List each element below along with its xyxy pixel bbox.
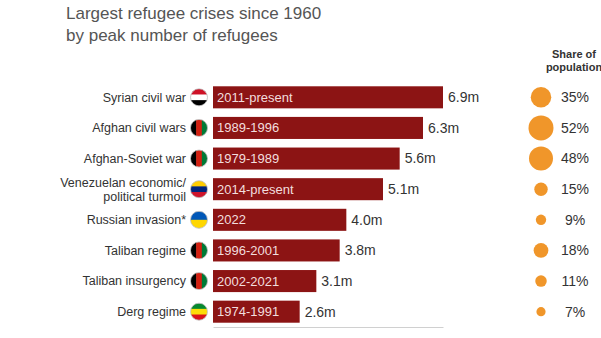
flag: [191, 181, 208, 199]
category-label: Derg regime: [117, 305, 186, 319]
bar: [213, 270, 316, 292]
flag-border: [191, 211, 208, 228]
flag: [191, 273, 209, 290]
period-label: 1989-1996: [217, 120, 279, 135]
share-circle: [534, 182, 547, 195]
value-label: 3.8m: [345, 242, 376, 258]
subtitle: by peak number of refugees: [66, 26, 278, 45]
flag-stripe: [191, 303, 208, 309]
bar: [213, 86, 443, 108]
category-label: Taliban regime: [105, 244, 186, 258]
share-circle: [534, 243, 549, 258]
x-axis-line: [214, 327, 444, 328]
flag: [191, 211, 208, 229]
share-circle: [529, 147, 553, 171]
share-label: 15%: [561, 181, 589, 197]
bar: [213, 117, 423, 139]
share-labels: 35% 52% 48% 15% 9% 18% 11% 7%: [561, 89, 589, 319]
category-label: Afghan-Soviet war: [84, 152, 186, 166]
value-label: 5.6m: [405, 150, 436, 166]
value-label: 3.1m: [321, 273, 352, 289]
flag-stripe: [191, 94, 208, 100]
flag-border: [191, 119, 208, 136]
flag-border: [191, 150, 208, 167]
category-label: Venezuelan economic/political turmoil: [60, 176, 186, 204]
category-label: Syrian civil war: [103, 91, 186, 105]
flag-stripe: [191, 181, 208, 187]
flag-stripe: [191, 273, 197, 290]
flag: [191, 89, 208, 107]
share-label: 7%: [565, 304, 585, 320]
bars: [213, 86, 443, 322]
flag: [191, 303, 208, 321]
bar: [213, 209, 346, 231]
flag-stripe: [191, 242, 197, 259]
category-labels: Syrian civil war Afghan civil wars Afghan-…: [60, 91, 187, 319]
flag-border: [191, 89, 208, 106]
share-label: 9%: [565, 212, 585, 228]
period-label: 2014-present: [217, 182, 294, 197]
share-label: 35%: [561, 89, 589, 105]
share-label: 11%: [562, 273, 589, 289]
chart-container: Largest refugee crises since 1960 by peak…: [0, 0, 601, 338]
share-circle: [535, 275, 546, 286]
flag-stripe: [191, 220, 208, 229]
flag: [191, 150, 209, 167]
flag: [191, 242, 209, 259]
value-label: 6.3m: [428, 120, 459, 136]
period-labels: 2011-present 1989-1996 1979-1989 2014-prese…: [217, 90, 294, 319]
bar: [213, 148, 400, 170]
bar: [213, 239, 340, 261]
value-label: 6.9m: [448, 89, 479, 105]
share-circle: [529, 115, 554, 140]
share-label: 48%: [561, 150, 589, 166]
flag-stripe: [191, 119, 197, 136]
period-label: 2002-2021: [217, 274, 279, 289]
bar: [213, 301, 300, 323]
period-label: 1974-1991: [217, 304, 279, 319]
flag-border: [191, 242, 208, 259]
flag-border: [191, 181, 208, 198]
chart-svg: Largest refugee crises since 1960 by peak…: [0, 0, 601, 338]
flags: [191, 89, 209, 321]
category-label: Afghan civil wars: [92, 121, 186, 135]
share-title: Share ofpopulation: [546, 48, 601, 73]
share-circle: [531, 87, 552, 108]
flag-stripe: [191, 211, 208, 220]
x-axis: [214, 327, 444, 328]
period-label: 1979-1989: [217, 151, 279, 166]
bar: [213, 178, 383, 200]
flag-stripe: [191, 309, 208, 315]
category-label: Taliban insurgency: [82, 274, 186, 288]
value-label: 2.6m: [305, 304, 336, 320]
value-label: 4.0m: [351, 212, 382, 228]
title: Largest refugee crises since 1960: [66, 4, 321, 23]
flag-stripe: [196, 273, 202, 290]
flag: [191, 119, 209, 136]
flag-stripe: [191, 186, 208, 192]
period-label: 2011-present: [217, 90, 293, 105]
flag-stripe: [196, 150, 202, 167]
flag-border: [191, 273, 208, 290]
flag-stripe: [191, 150, 197, 167]
period-label: 1996-2001: [217, 243, 279, 258]
value-labels: 6.9m 6.3m 5.6m 5.1m 4.0m 3.8m 3.1m 2.6m: [305, 89, 479, 319]
share-circle: [536, 307, 545, 316]
flag-stripe: [196, 242, 202, 259]
value-label: 5.1m: [388, 181, 419, 197]
category-label: Russian invasion*: [87, 213, 186, 227]
period-label: 2022: [217, 212, 246, 227]
flag-border: [191, 303, 208, 320]
share-label: 18%: [561, 242, 589, 258]
flag-stripe: [196, 119, 202, 136]
share-circle: [536, 215, 546, 225]
share-circles: [529, 87, 554, 316]
flag-stripe: [191, 89, 208, 95]
share-label: 52%: [561, 120, 589, 136]
